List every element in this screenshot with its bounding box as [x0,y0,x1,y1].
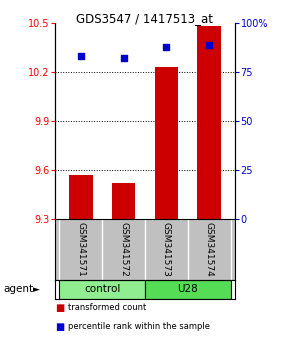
Text: transformed count: transformed count [68,303,146,312]
Bar [59,280,145,299]
Point [164,44,169,50]
Text: GSM341571: GSM341571 [76,222,85,277]
Text: ■: ■ [55,322,64,332]
Bar [112,183,135,219]
Text: control: control [84,284,120,295]
Bar [155,67,178,219]
Text: U28: U28 [177,284,198,295]
Bar [69,175,93,219]
Text: ■: ■ [55,303,64,313]
Text: GDS3547 / 1417513_at: GDS3547 / 1417513_at [77,12,213,25]
Text: GSM341572: GSM341572 [119,222,128,277]
Point [121,56,126,61]
Text: agent: agent [3,284,33,295]
Point [79,53,83,59]
Text: GSM341574: GSM341574 [205,222,214,277]
Bar [145,280,231,299]
Bar [197,26,221,219]
Text: GSM341573: GSM341573 [162,222,171,277]
Text: percentile rank within the sample: percentile rank within the sample [68,322,210,331]
Point [207,42,211,47]
Text: ►: ► [33,285,40,294]
